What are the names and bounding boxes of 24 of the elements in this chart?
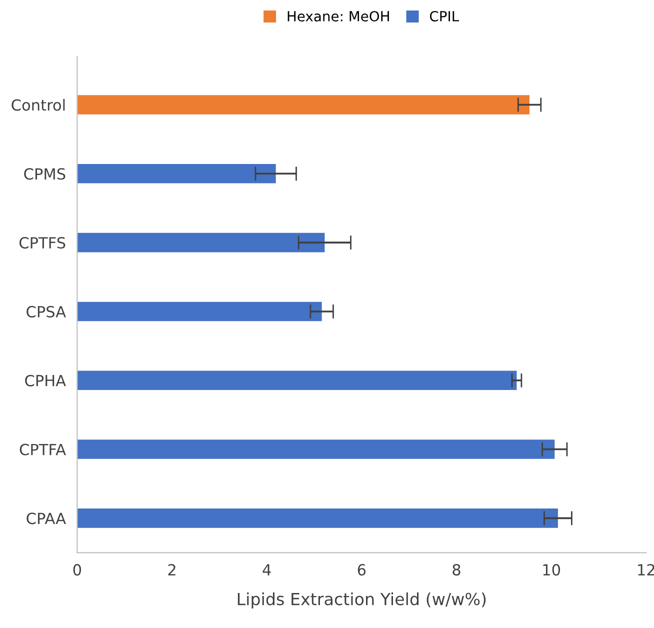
- x-tick-label: 8: [452, 564, 460, 576]
- x-tick-label: 12: [638, 564, 654, 576]
- bar: [77, 508, 558, 528]
- x-tick-label: 0: [73, 564, 82, 576]
- y-tick-label: CPTFS: [19, 237, 66, 249]
- y-tick-label: CPSA: [26, 306, 66, 318]
- y-tick-label: CPHA: [25, 374, 66, 386]
- bar: [77, 302, 322, 322]
- bar: [77, 440, 555, 459]
- y-tick-label: CPMS: [24, 168, 66, 180]
- y-tick-label: Control: [12, 98, 65, 111]
- legend-label: CPIL: [430, 10, 460, 22]
- x-axis-title: Lipids Extraction Yield (w/w%): [238, 592, 486, 609]
- bar: [77, 164, 276, 184]
- bar: [77, 95, 530, 114]
- y-tick-label: CPTFA: [20, 444, 66, 456]
- x-tick-label: 4: [262, 564, 271, 576]
- x-tick-label: 6: [358, 564, 366, 576]
- bar: [77, 232, 325, 252]
- x-tick-label: 10: [543, 564, 560, 576]
- y-tick-label: CPAA: [26, 512, 66, 524]
- legend-label: Hexane: MeOH: [288, 10, 389, 22]
- bar: [77, 370, 517, 390]
- x-tick-label: 2: [168, 564, 176, 576]
